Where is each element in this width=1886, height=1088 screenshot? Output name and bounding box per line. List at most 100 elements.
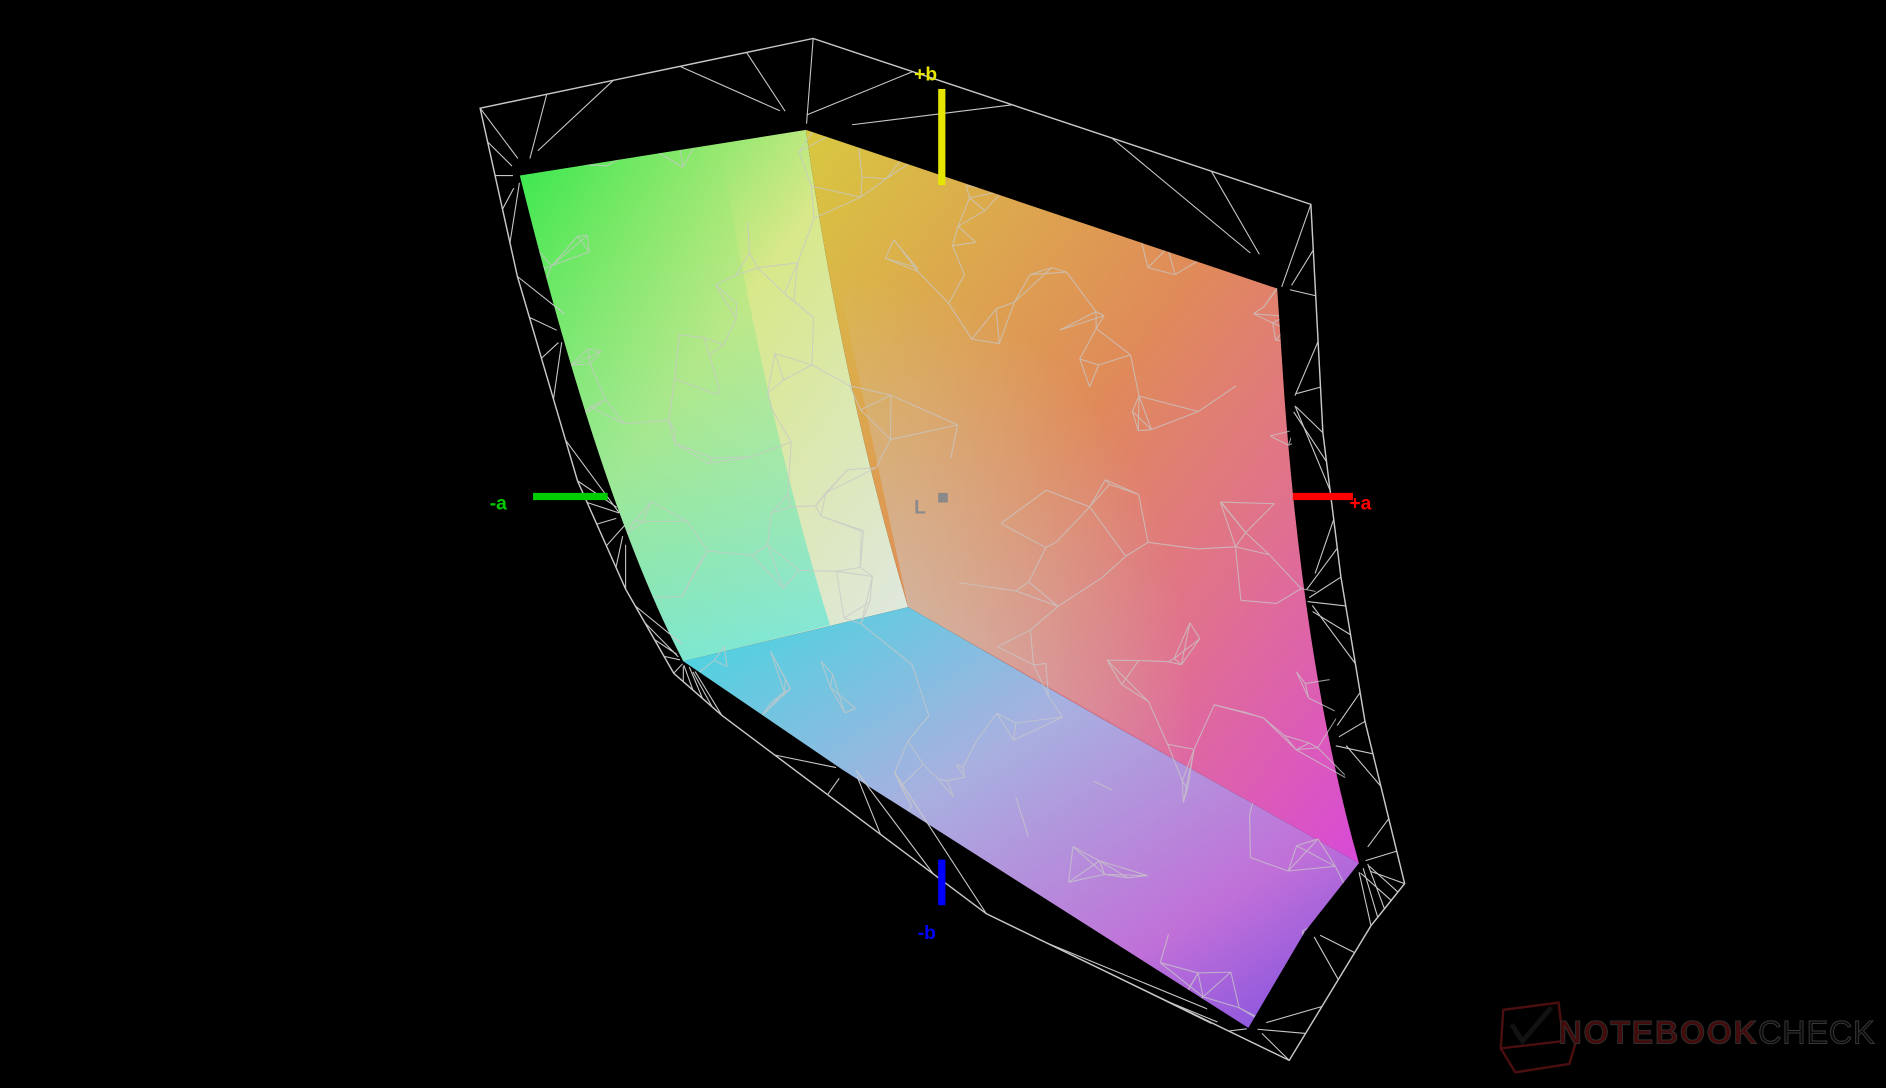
mesh-edge [1095, 315, 1105, 329]
wireframe-edge [644, 622, 679, 658]
mesh-edge [907, 715, 930, 742]
axis-minus-a: -a [490, 492, 608, 515]
mesh-edge [674, 430, 676, 444]
mesh-edge [1300, 960, 1330, 983]
outer-wireframe-spikes [479, 38, 1405, 1061]
mesh-edge [1269, 435, 1289, 446]
mesh-edge [646, 973, 682, 1019]
mesh-edge [1295, 671, 1310, 699]
mesh-edge [1000, 522, 1047, 549]
mesh-edge [1198, 971, 1231, 974]
mesh-edge [1159, 934, 1169, 963]
face-cyan-blue-magenta [683, 607, 1359, 1028]
mesh-edge [749, 252, 759, 268]
mesh-edge [1030, 271, 1067, 276]
mesh-edge [1240, 599, 1277, 604]
wireframe-edge [683, 665, 694, 691]
mesh-edge [1168, 661, 1182, 666]
mesh-edge [643, 129, 678, 145]
mesh-edge [1293, 199, 1297, 223]
wireframe-edge [806, 38, 814, 124]
wireframe-edge [1257, 1028, 1306, 1034]
wireframe-edge [509, 182, 520, 243]
mesh-edge [576, 565, 589, 590]
mesh-edge [530, 471, 549, 493]
mesh-edge [1269, 429, 1294, 437]
mesh-edge [1356, 404, 1359, 446]
mesh-edge [655, 736, 707, 762]
mesh-edge [787, 441, 792, 495]
mesh-edge [1125, 541, 1149, 557]
mesh-edge [674, 334, 680, 380]
mesh-edge [668, 420, 676, 431]
mesh-edge [1095, 311, 1105, 317]
mesh-edge [512, 565, 517, 632]
mesh-edge [1317, 712, 1340, 749]
mesh-edge [1139, 143, 1152, 164]
mesh-edge [1287, 845, 1298, 872]
mesh-edge [596, 779, 624, 790]
mesh-edge [1013, 722, 1017, 741]
mesh-edge [1095, 328, 1131, 356]
mesh-edge [665, 911, 675, 925]
mesh-edge [1197, 972, 1204, 997]
wireframe-edge [1111, 137, 1251, 254]
wireframe-edge [1261, 1033, 1290, 1061]
mesh-edge [1296, 747, 1318, 751]
mesh-edge [1277, 282, 1280, 288]
mesh-edge [835, 571, 845, 619]
mesh-edge [1202, 996, 1240, 1009]
mesh-edge [586, 235, 590, 252]
mesh-edge [1181, 780, 1188, 790]
mesh-edge [1217, 129, 1242, 132]
mesh-edge [783, 262, 799, 294]
mesh-edge [885, 257, 917, 269]
wireframe-edge [692, 671, 713, 708]
mesh-edge [767, 393, 774, 411]
mesh-edge [799, 569, 837, 572]
wireframe-edge [694, 671, 723, 716]
mesh-edge [1305, 152, 1312, 169]
wireframe-edge [1293, 411, 1327, 462]
mesh-edge [1089, 484, 1110, 508]
mesh-edge [509, 522, 512, 529]
mesh-edge [767, 379, 785, 394]
wireframe-edge [1314, 519, 1335, 574]
mesh-edge [1015, 581, 1029, 592]
mesh-edge [1180, 638, 1201, 666]
mesh-edge [955, 764, 966, 778]
mesh-edge [820, 660, 831, 688]
mesh-edge [527, 817, 538, 832]
mesh-edge [962, 767, 966, 778]
mesh-edge [568, 858, 590, 893]
mesh-edge [815, 129, 858, 133]
mesh-edge [1089, 506, 1127, 557]
mesh-edge [1217, 130, 1248, 164]
mesh-edge [786, 786, 802, 792]
mesh-edge [901, 949, 937, 994]
wireframe-edge [673, 663, 683, 674]
mesh-edge [551, 251, 590, 267]
wireframe-edge [1228, 1028, 1247, 1032]
mesh-edge [535, 789, 555, 810]
mesh-edge [715, 274, 737, 286]
mesh-edge [1101, 555, 1127, 579]
mesh-edge [1051, 267, 1067, 273]
mesh-edge [551, 235, 579, 267]
mesh-edge [849, 385, 862, 411]
mesh-edge [858, 875, 877, 899]
mesh-edge [1131, 411, 1139, 431]
wireframe-edge [746, 52, 786, 112]
mesh-edge [520, 527, 532, 538]
mesh-edge [816, 127, 842, 129]
mesh-edge [951, 245, 966, 276]
mesh-edge [1072, 846, 1106, 875]
wireframe-edge [806, 71, 913, 116]
mesh-edge [767, 544, 800, 571]
mesh-edge [1331, 312, 1358, 319]
mesh-edge [736, 851, 745, 855]
mesh-edge [553, 809, 573, 817]
mesh-edge [1059, 311, 1097, 331]
mesh-edge [1303, 941, 1312, 987]
mesh-edge [1031, 981, 1047, 1009]
